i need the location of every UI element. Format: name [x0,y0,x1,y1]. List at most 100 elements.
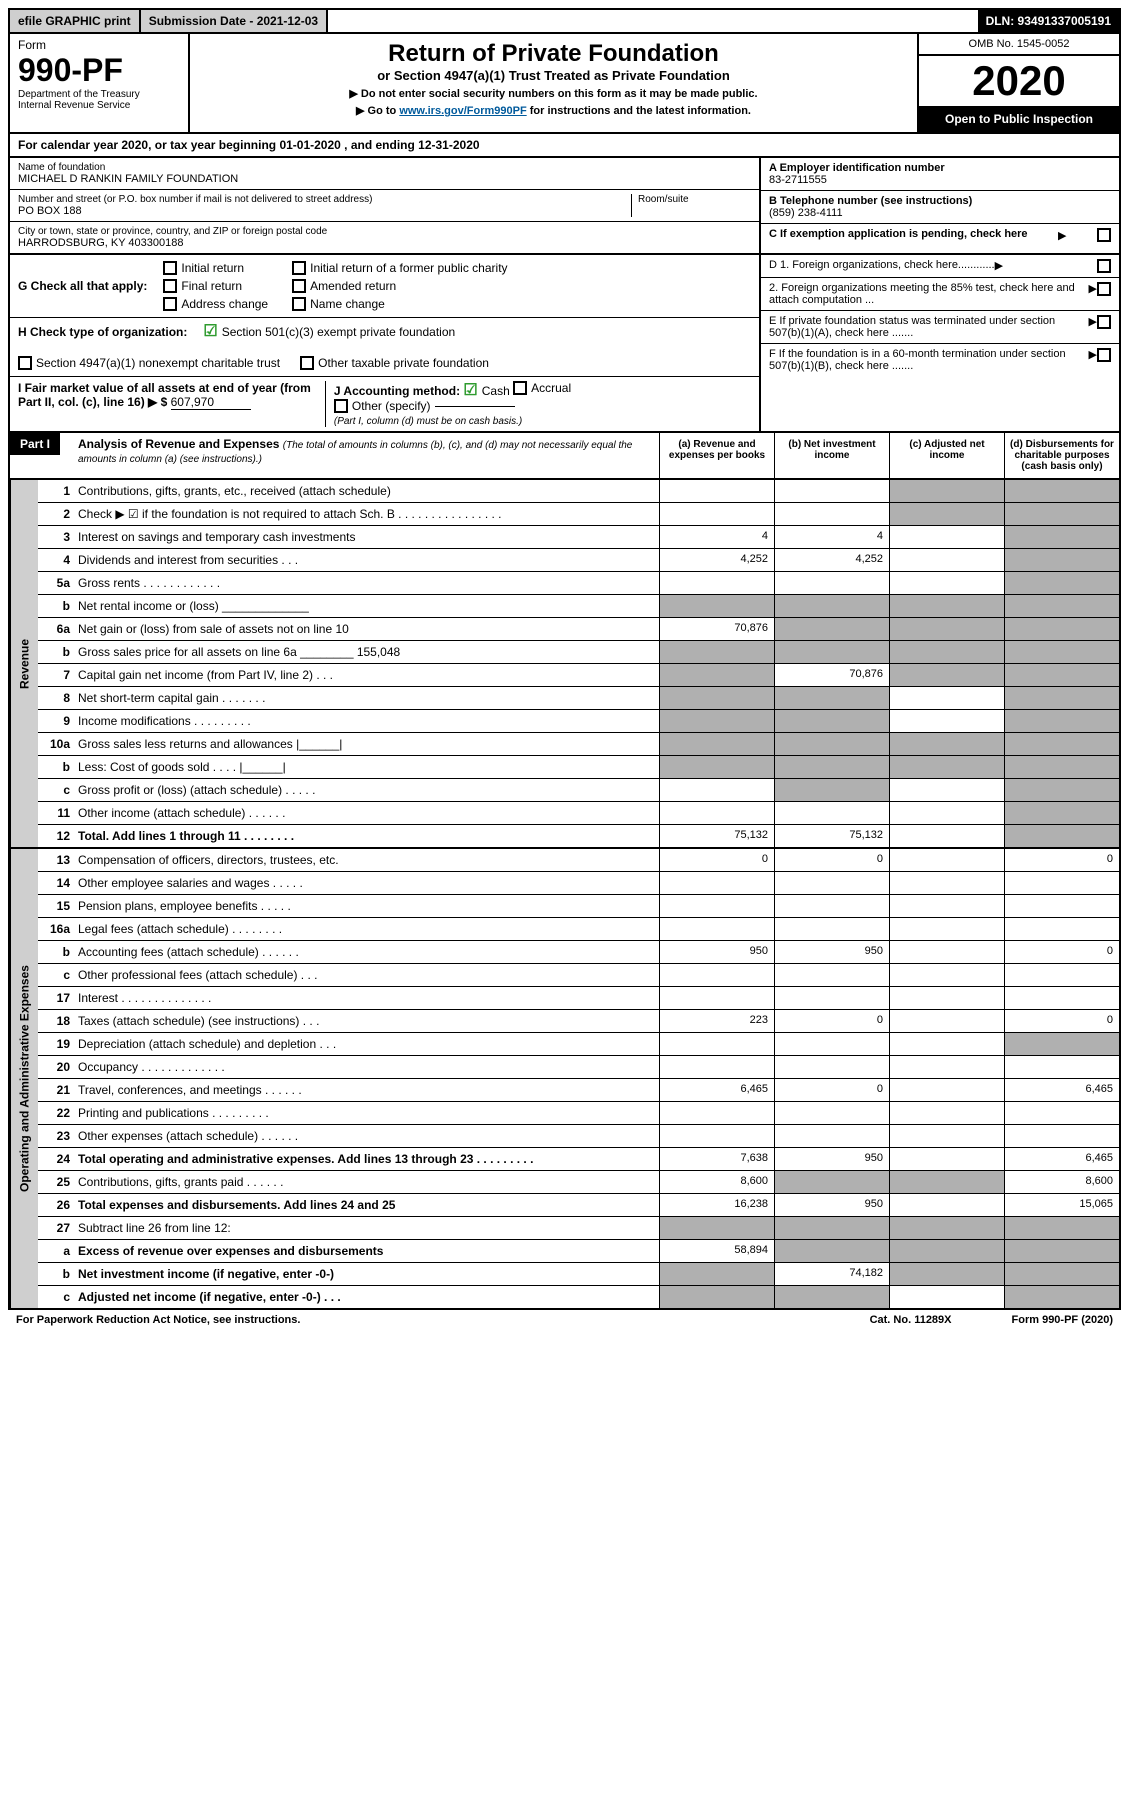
col-a [659,964,774,986]
line-number: b [38,1263,76,1285]
col-b [774,1217,889,1239]
opt-accrual: Accrual [531,381,571,395]
col-d [1004,595,1119,617]
footer-cat: Cat. No. 11289X [870,1314,952,1326]
cb-other-taxable[interactable] [300,356,314,370]
h-label: H Check type of organization: [18,325,187,339]
arrow-icon: ▶ [1089,315,1097,339]
line-desc: Net investment income (if negative, ente… [76,1263,659,1285]
line-row: 8Net short-term capital gain . . . . . .… [38,687,1119,710]
opt-501c3: Section 501(c)(3) exempt private foundat… [222,325,455,339]
line-number: 7 [38,664,76,686]
col-d [1004,1217,1119,1239]
line-desc: Legal fees (attach schedule) . . . . . .… [76,918,659,940]
line-number: 13 [38,849,76,871]
col-c [889,756,1004,778]
col-c [889,710,1004,732]
room-label: Room/suite [638,194,751,205]
form-label: Form [18,38,180,52]
line-desc: Gross sales less returns and allowances … [76,733,659,755]
dln: DLN: 93491337005191 [978,10,1119,32]
cb-accrual[interactable] [513,381,527,395]
line-number: 2 [38,503,76,525]
col-a [659,664,774,686]
col-c-header: (c) Adjusted net income [889,433,1004,478]
cb-4947[interactable] [18,356,32,370]
line-row: 12Total. Add lines 1 through 11 . . . . … [38,825,1119,847]
col-a [659,1102,774,1124]
i-label: I Fair market value of all assets at end… [18,381,311,409]
d1-label: D 1. Foreign organizations, check here..… [769,259,995,273]
col-b [774,1240,889,1262]
col-c [889,1263,1004,1285]
arrow-icon: ▶ [1089,282,1097,306]
opt-4947: Section 4947(a)(1) nonexempt charitable … [36,356,280,370]
col-d [1004,756,1119,778]
f-checkbox[interactable] [1097,348,1111,362]
col-b [774,1102,889,1124]
opt-initial-former: Initial return of a former public charit… [310,261,507,275]
col-c [889,664,1004,686]
line-desc: Adjusted net income (if negative, enter … [76,1286,659,1308]
line-desc: Contributions, gifts, grants paid . . . … [76,1171,659,1193]
line-number: b [38,941,76,963]
col-c [889,895,1004,917]
line-number: 20 [38,1056,76,1078]
opt-other-taxable: Other taxable private foundation [318,356,489,370]
col-a [659,1033,774,1055]
col-a-header: (a) Revenue and expenses per books [659,433,774,478]
col-d [1004,872,1119,894]
phone-label: B Telephone number (see instructions) [769,195,972,207]
cb-name-change[interactable] [292,297,306,311]
line-row: 23Other expenses (attach schedule) . . .… [38,1125,1119,1148]
col-a [659,779,774,801]
cb-final-return[interactable] [163,279,177,293]
j-label: J Accounting method: [334,384,460,398]
e-checkbox[interactable] [1097,315,1111,329]
col-a [659,480,774,502]
line-number: 6a [38,618,76,640]
foundation-city: HARRODSBURG, KY 403300188 [18,237,751,249]
col-d [1004,733,1119,755]
col-c [889,641,1004,663]
irs-link[interactable]: www.irs.gov/Form990PF [399,105,526,117]
col-b [774,964,889,986]
col-b [774,802,889,824]
cb-501c3-checked[interactable]: ☑ [203,324,217,340]
cb-other-method[interactable] [334,399,348,413]
col-b: 4,252 [774,549,889,571]
col-c [889,1079,1004,1101]
cb-initial-return[interactable] [163,261,177,275]
efile-label[interactable]: efile GRAPHIC print [10,10,141,32]
name-label: Name of foundation [18,162,751,173]
d1-checkbox[interactable] [1097,259,1111,273]
line-desc: Total expenses and disbursements. Add li… [76,1194,659,1216]
d2-checkbox[interactable] [1097,282,1111,296]
line-row: aExcess of revenue over expenses and dis… [38,1240,1119,1263]
line-row: 16aLegal fees (attach schedule) . . . . … [38,918,1119,941]
page-footer: For Paperwork Reduction Act Notice, see … [8,1310,1121,1330]
col-a [659,872,774,894]
col-a [659,1056,774,1078]
line-desc: Other professional fees (attach schedule… [76,964,659,986]
col-a [659,802,774,824]
col-b [774,618,889,640]
j-note: (Part I, column (d) must be on cash basi… [334,416,751,427]
addr-label: Number and street (or P.O. box number if… [18,194,631,205]
cb-initial-former[interactable] [292,261,306,275]
cb-cash-checked[interactable]: ☑ [463,383,477,399]
col-c [889,1217,1004,1239]
line-row: 19Depreciation (attach schedule) and dep… [38,1033,1119,1056]
line-desc: Less: Cost of goods sold . . . . |______… [76,756,659,778]
line-desc: Net short-term capital gain . . . . . . … [76,687,659,709]
col-b [774,480,889,502]
line-desc: Occupancy . . . . . . . . . . . . . [76,1056,659,1078]
col-a [659,1125,774,1147]
cb-address-change[interactable] [163,297,177,311]
line-desc: Other employee salaries and wages . . . … [76,872,659,894]
c-checkbox[interactable] [1097,228,1111,242]
part-i-title: Analysis of Revenue and Expenses [78,437,279,451]
col-a [659,895,774,917]
line-row: 1Contributions, gifts, grants, etc., rec… [38,480,1119,503]
cb-amended[interactable] [292,279,306,293]
